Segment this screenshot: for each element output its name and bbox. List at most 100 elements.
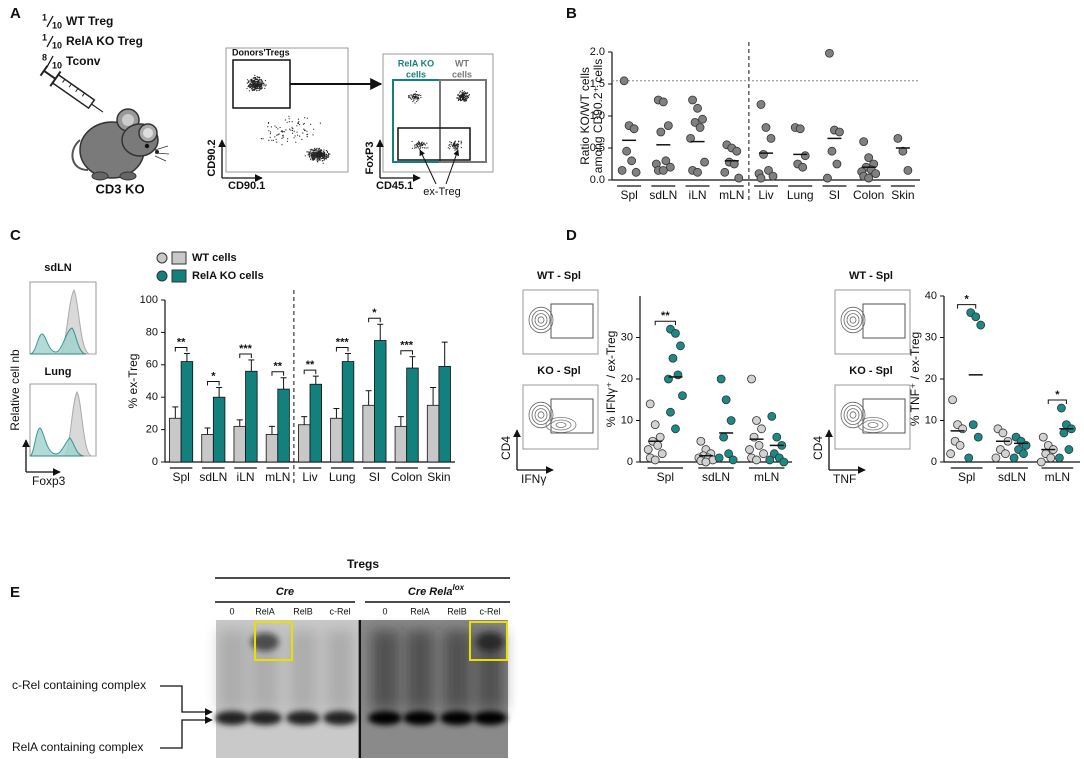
flow-dot bbox=[468, 94, 470, 96]
legend-swatch bbox=[171, 251, 187, 265]
gate-label: cells bbox=[452, 69, 472, 79]
flow-dot bbox=[460, 96, 462, 98]
flow-dot bbox=[247, 85, 249, 87]
supershift bbox=[476, 633, 504, 651]
x-tick-label: Colon bbox=[853, 188, 884, 202]
flow-dot bbox=[323, 154, 325, 156]
bar bbox=[201, 434, 214, 463]
flow-dot bbox=[286, 121, 288, 123]
flow-dot bbox=[251, 87, 253, 89]
flow-dot bbox=[312, 159, 314, 161]
dose-label: WT Treg bbox=[66, 14, 113, 28]
flow-dot bbox=[251, 86, 253, 88]
sig-bracket bbox=[1047, 399, 1067, 405]
flow-dot bbox=[277, 134, 279, 136]
flow-dot bbox=[263, 85, 265, 87]
flow-dot bbox=[249, 80, 251, 82]
dot bbox=[1064, 445, 1074, 454]
x-tick-label: Spl bbox=[172, 470, 189, 484]
flow-dot bbox=[411, 147, 414, 149]
flow-dot bbox=[467, 96, 469, 99]
flow-dot bbox=[452, 143, 455, 145]
dot bbox=[716, 374, 726, 384]
flow-dot bbox=[310, 159, 312, 161]
fraction-num: 1 bbox=[42, 32, 47, 42]
smear bbox=[289, 630, 317, 710]
flow-dot bbox=[265, 85, 267, 87]
flow-dot bbox=[248, 90, 251, 92]
flow-dot bbox=[261, 83, 263, 85]
arrow bbox=[160, 685, 213, 716]
flow-dot bbox=[318, 158, 320, 160]
flow-dot bbox=[316, 151, 318, 153]
x-tick-label: Colon bbox=[391, 470, 422, 484]
flow-dot bbox=[248, 80, 250, 82]
flow-dot bbox=[411, 96, 413, 99]
flow-dot bbox=[253, 89, 256, 91]
flow-dot bbox=[315, 153, 317, 155]
contour bbox=[550, 419, 572, 431]
flow-dot bbox=[461, 96, 463, 98]
dose-label: RelA KO Treg bbox=[66, 34, 143, 48]
lane-label: 0 bbox=[382, 606, 387, 616]
x-tick-label: Spl bbox=[657, 470, 674, 484]
flow-dot bbox=[292, 128, 294, 130]
gate-label: RelA KO bbox=[398, 58, 434, 68]
dot bbox=[1019, 449, 1028, 459]
flow-dot bbox=[260, 138, 262, 140]
dot bbox=[756, 100, 766, 109]
flow-dot bbox=[282, 136, 284, 138]
group-label: Cre Relalox bbox=[408, 583, 465, 598]
flow-dot bbox=[427, 147, 429, 149]
flow-dot bbox=[304, 129, 306, 132]
flow-dot bbox=[301, 138, 303, 141]
histogram bbox=[29, 281, 97, 457]
flow-dot bbox=[457, 147, 459, 149]
y-tick-label: 40 bbox=[146, 391, 158, 403]
flow-dot bbox=[246, 87, 248, 89]
flow-dot bbox=[329, 153, 331, 155]
contour bbox=[857, 417, 889, 433]
axis-label: TNF bbox=[833, 472, 856, 486]
arrow bbox=[419, 149, 437, 185]
flow-dot bbox=[260, 78, 262, 81]
dot bbox=[745, 445, 754, 454]
y-tick-label: 0.5 bbox=[590, 142, 605, 154]
axis-label: CD45.1 bbox=[376, 180, 413, 192]
complex-label: c-Rel containing complex bbox=[12, 678, 146, 692]
hist-title: Lung bbox=[45, 366, 72, 378]
flow-dot bbox=[421, 143, 423, 145]
x-tick-label: Lung bbox=[329, 470, 356, 484]
flow-dot bbox=[319, 153, 321, 155]
panel-label: E bbox=[10, 584, 20, 601]
flow-dot bbox=[270, 131, 272, 133]
flow-dot bbox=[421, 141, 423, 143]
flow-dot bbox=[459, 90, 461, 92]
flow-dot bbox=[250, 78, 252, 81]
contour bbox=[849, 411, 857, 419]
flow-dot bbox=[463, 91, 465, 94]
axis-label: CD90.1 bbox=[228, 180, 265, 192]
flow-dot bbox=[454, 149, 456, 151]
flow-dot bbox=[310, 123, 312, 125]
dot bbox=[650, 420, 660, 430]
x-tick-label: mLN bbox=[1045, 470, 1070, 484]
flow-dot bbox=[257, 79, 260, 81]
contour bbox=[843, 309, 863, 330]
flow-dots bbox=[408, 90, 470, 151]
flow-dot bbox=[258, 80, 260, 82]
x-tick-label: Skin bbox=[891, 188, 914, 202]
dot bbox=[701, 457, 711, 467]
flow-dot bbox=[318, 152, 320, 154]
flow-dot bbox=[320, 152, 323, 154]
dot bbox=[1036, 457, 1046, 467]
dot bbox=[973, 432, 983, 442]
dot bbox=[734, 173, 744, 183]
flow-dot bbox=[328, 155, 330, 157]
dot bbox=[754, 440, 764, 450]
gate bbox=[392, 79, 441, 163]
bar bbox=[309, 383, 323, 463]
flow-dot bbox=[317, 154, 319, 156]
flow-plot bbox=[834, 384, 911, 450]
flow-dot bbox=[416, 147, 418, 149]
